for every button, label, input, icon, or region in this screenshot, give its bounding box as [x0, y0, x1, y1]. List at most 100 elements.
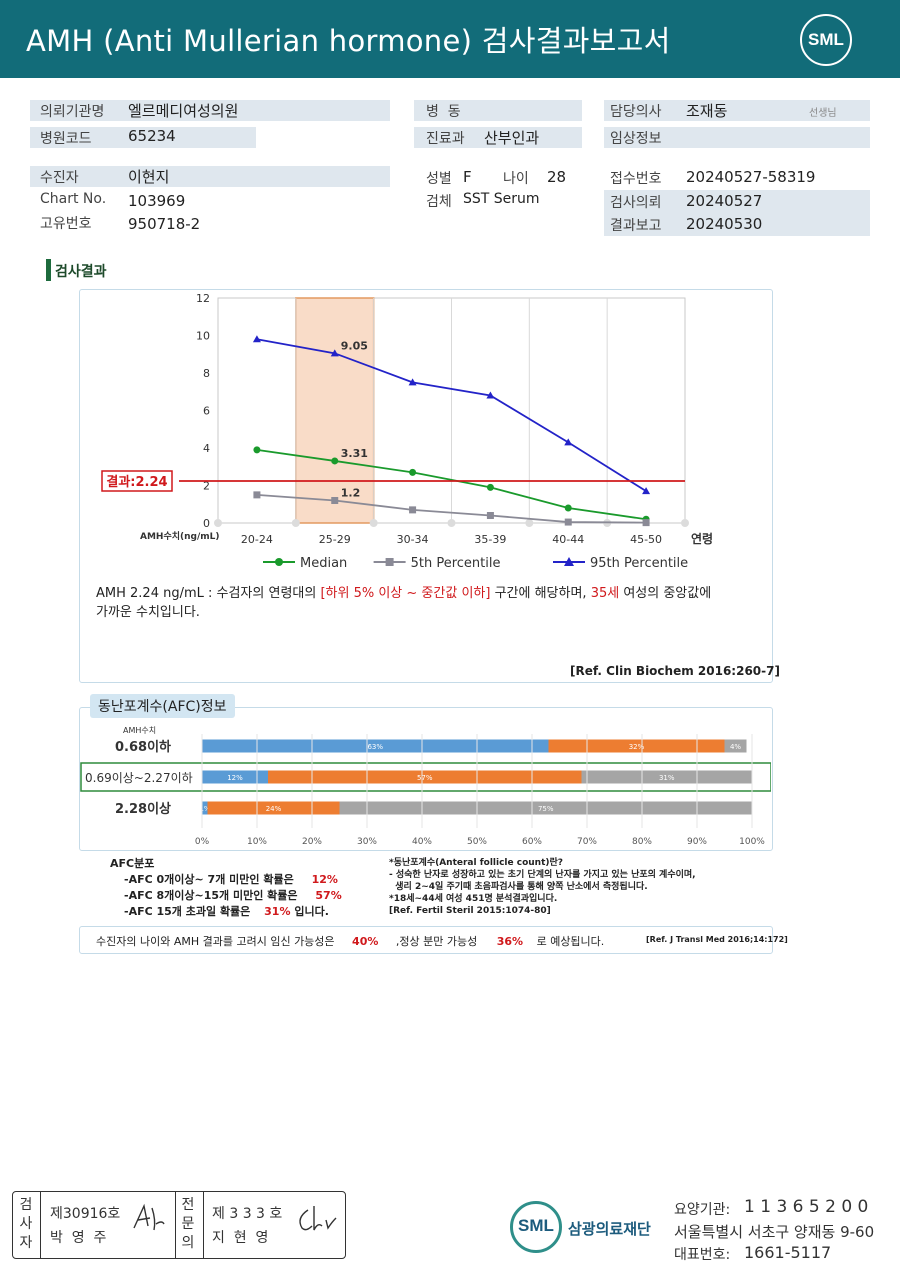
afc-bar-label: 31% [659, 774, 675, 782]
doctor-suffix: 선생님 [809, 108, 837, 119]
info-bar [30, 127, 256, 148]
afc-bar-label: 32% [629, 743, 645, 751]
data-label: 3.31 [341, 447, 368, 460]
interpretation-line1: AMH 2.24 ng/mL : 수검자의 연령대의 [하위 5% 이상 ~ 중… [96, 582, 711, 601]
dist-pct: 31% [264, 905, 291, 918]
afc-axis-label: 70% [577, 837, 597, 847]
sml-logo: SML [800, 14, 852, 66]
series-point [409, 506, 417, 514]
afc-bar-label: 75% [538, 805, 554, 813]
dist-text: -AFC 8개이상~15개 미만인 확률은 [124, 889, 298, 902]
info-bar [30, 100, 390, 121]
foundation-address: 서울특별시 서초구 양재동 9-60 [674, 1223, 875, 1241]
data-label: 1.2 [341, 487, 361, 500]
legend-marker [385, 558, 394, 566]
afc-bar-label: 63% [367, 743, 383, 751]
dist-suffix: 입니다. [294, 905, 329, 918]
foundation-logo-text: SML [518, 1216, 554, 1235]
dist-row: -AFC 8개이상~15개 미만인 확률은 57% [110, 888, 342, 904]
interpretation-line2: 가까운 수치입니다. [96, 605, 200, 620]
phone-value: 1661-5117 [744, 1243, 832, 1262]
specialist-label: 전문의 [181, 1197, 195, 1251]
specimen-label: 검체 [426, 194, 452, 210]
afc-note: - 성숙한 난자로 성장하고 있는 초기 단계의 난자를 가지고 있는 난포의 … [389, 870, 696, 880]
report-title: AMH (Anti Mullerian hormone) 검사결과보고서 [26, 24, 671, 58]
series-point [564, 438, 573, 446]
section-title: 검사결과 [55, 264, 107, 280]
afc-highlight-row [80, 762, 771, 792]
age-value: 28 [547, 168, 567, 186]
receipt-value: 20240527-58319 [686, 168, 816, 186]
interp-text: 여성의 중앙값에 [619, 586, 712, 601]
y-tick-label: 2 [203, 480, 210, 493]
afc-axis-label: 0% [195, 837, 210, 847]
series-point [252, 335, 261, 343]
specialist-name: 지 현 영 [212, 1230, 269, 1246]
id-value: 950718-2 [128, 215, 201, 233]
afc-chart: AMH수치 0.68이하 63% 32% 4% 0.69이상~2.27이하 12% 57% 31… [80, 726, 771, 847]
y-tick-label: 0 [203, 517, 210, 530]
afc-bar-label: 1% [199, 805, 210, 813]
result-label: 결과:2.24 [106, 474, 167, 490]
interp-range: [하위 5% 이상 ~ 중간값 이하] [320, 586, 491, 601]
axis-dot [214, 519, 222, 527]
legend-label: 95th Percentile [590, 556, 688, 571]
afc-notes: *동난포계수(Anteral follicle count)란? - 성숙한 난… [389, 857, 696, 917]
doctor-value: 조재동 [686, 102, 728, 120]
afc-axis-label: 10% [247, 837, 267, 847]
specimen-value: SST Serum [463, 191, 540, 207]
dist-pct: 12% [311, 873, 338, 886]
hospital-code-value: 65234 [128, 127, 176, 145]
report-date-value: 20240530 [686, 215, 763, 233]
x-tick-label: 45-50 [630, 533, 662, 546]
info-bar [30, 166, 390, 187]
logo-text: SML [808, 30, 844, 49]
report-label: 결과보고 [610, 218, 662, 234]
amh-chart: 0 2 4 6 8 10 12 AMH수치(ng/mL) 20-24 25-29 30-34 35-3… [101, 292, 713, 571]
series-point [331, 457, 339, 465]
x-tick-label: 20-24 [241, 533, 273, 546]
afc-bar-label: 4% [730, 743, 741, 751]
result-label-box [101, 470, 173, 492]
info-bar [414, 127, 582, 148]
specialist-label-cell [175, 1192, 204, 1258]
series-point [564, 518, 572, 526]
phone-label: 대표번호: [674, 1247, 731, 1263]
afc-note: [Ref. Fertil Steril 2015:1074-80] [389, 906, 551, 916]
afc-bar-segment [581, 770, 752, 784]
series-point [642, 487, 651, 495]
age-label: 나이 [503, 171, 529, 187]
info-bar [604, 127, 870, 148]
series-line [256, 448, 647, 521]
interp-text: AMH 2.24 ng/mL : 수검자의 연령대의 [96, 586, 321, 601]
series-point [486, 483, 494, 491]
afc-bar-label: 57% [417, 774, 433, 782]
foundation-name: 삼광의료재단 [568, 1220, 651, 1238]
y-tick-label: 10 [196, 330, 210, 343]
afc-bar-segment [202, 770, 268, 784]
patient-value: 이현지 [128, 168, 170, 186]
afc-axis-label: 90% [687, 837, 707, 847]
afc-bar-segment [202, 739, 549, 753]
afc-bar-segment [268, 770, 582, 784]
sml-foundation-logo-icon: SML [510, 1201, 562, 1253]
afc-axis-label: 30% [357, 837, 377, 847]
series-point [253, 491, 261, 499]
institution-label: 의뢰기관명 [40, 104, 105, 120]
axis-dot [369, 519, 378, 527]
series-point [642, 519, 650, 527]
interpretation-ref: [Ref. Clin Biochem 2016:260-7] [570, 664, 780, 678]
dist-text: -AFC 15개 초과일 확률은 [124, 905, 251, 918]
afc-bar-segment [202, 801, 208, 815]
dist-row: -AFC 15개 초과일 확률은 31% 입니다. [110, 904, 342, 920]
sex-value: F [463, 168, 472, 186]
afc-note: *동난포계수(Anteral follicle count)란? [389, 858, 563, 868]
code-label: 요양기관: [674, 1202, 731, 1218]
afc-bar-segment [724, 739, 747, 753]
x-tick-label: 35-39 [474, 533, 506, 546]
axis-dot [681, 519, 689, 527]
dist-row: -AFC 0개이상~ 7개 미만인 확률은 12% [110, 872, 342, 888]
preg-pct: 36% [496, 935, 524, 948]
y-tick-label: 12 [196, 292, 210, 305]
series-point [564, 504, 572, 512]
